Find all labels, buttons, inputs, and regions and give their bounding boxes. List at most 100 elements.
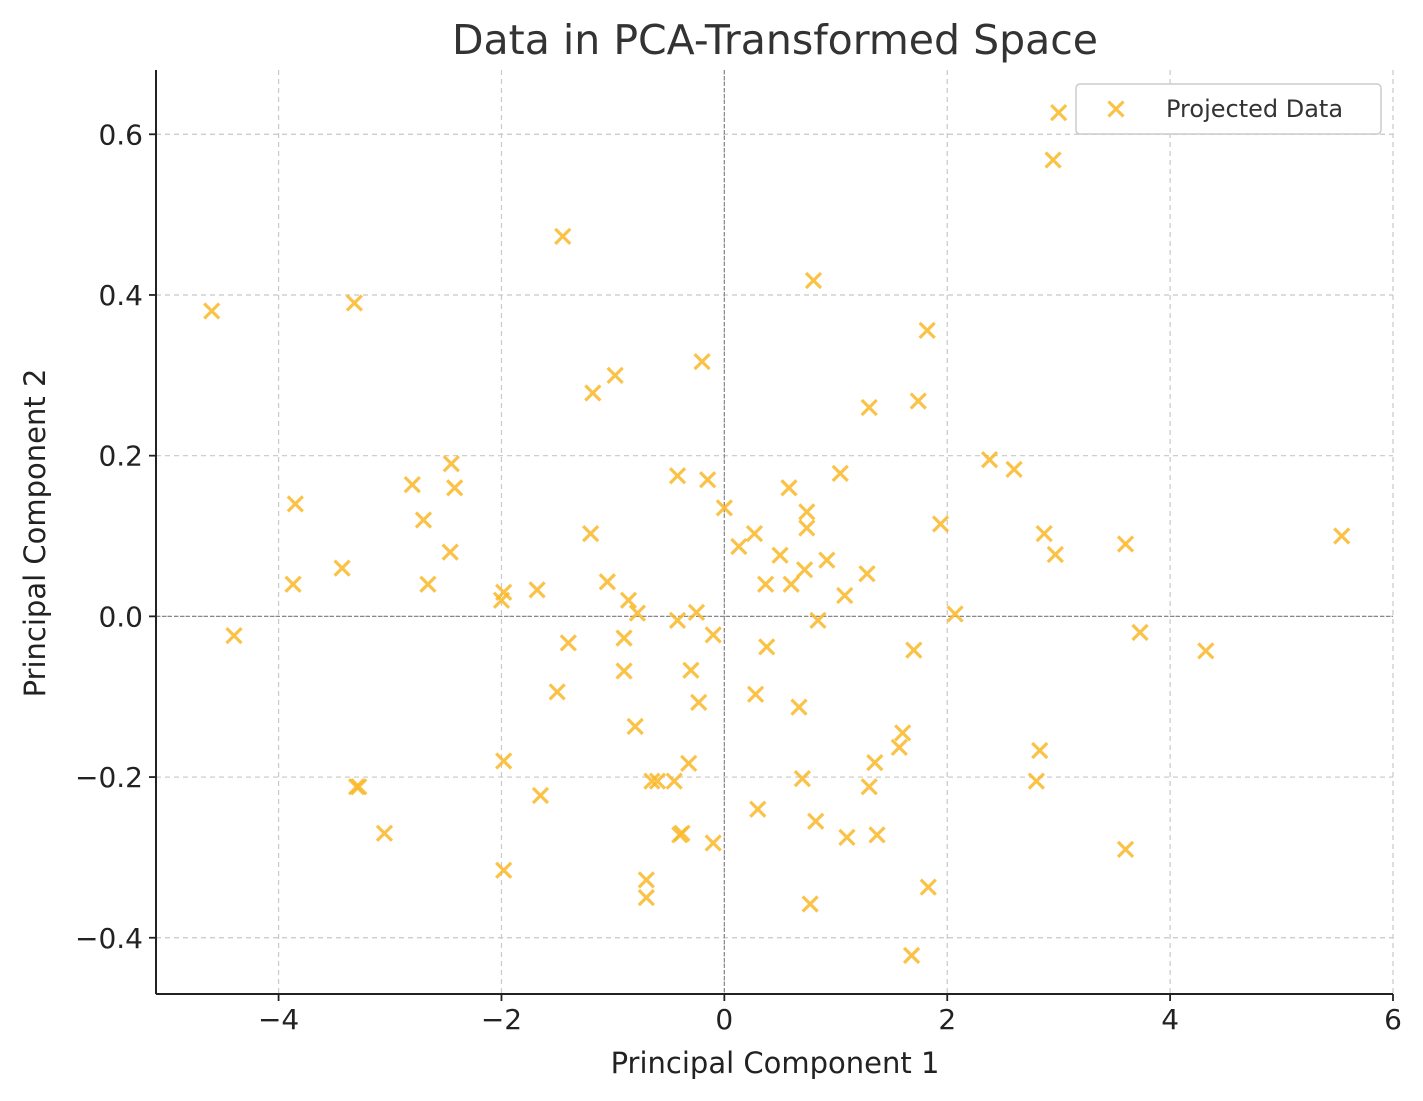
- data-point: [606, 366, 624, 384]
- data-point: [531, 786, 550, 805]
- data-point: [1035, 524, 1053, 543]
- data-point: [818, 551, 836, 569]
- data-point: [836, 586, 854, 605]
- data-point: [831, 464, 849, 482]
- data-point: [333, 559, 351, 577]
- data-point: [284, 575, 302, 593]
- data-point: [203, 302, 221, 320]
- data-point: [495, 752, 513, 770]
- data-point: [693, 353, 711, 371]
- data-point: [1031, 741, 1049, 760]
- data-point: [860, 398, 878, 417]
- x-tick-label: 0: [715, 1003, 733, 1036]
- y-tick-label: 0.6: [98, 118, 143, 151]
- data-point: [749, 800, 767, 818]
- data-point: [414, 511, 433, 529]
- data-point: [350, 778, 368, 796]
- data-point: [1027, 772, 1046, 790]
- data-point: [801, 895, 819, 913]
- data-point: [584, 384, 602, 402]
- x-tick-label: −4: [258, 1003, 299, 1036]
- x-axis-title: Principal Component 1: [611, 1046, 940, 1080]
- data-point: [909, 392, 927, 410]
- zero-lines: [156, 70, 1393, 994]
- data-point: [807, 812, 825, 830]
- data-point: [559, 634, 577, 652]
- data-point: [637, 888, 655, 907]
- data-point: [758, 638, 776, 656]
- data-point: [690, 693, 708, 711]
- y-tick-label: 0.2: [98, 440, 143, 473]
- y-tick-label: 0.0: [98, 600, 143, 633]
- data-point: [780, 479, 798, 497]
- data-point: [790, 698, 808, 716]
- data-point: [680, 754, 698, 773]
- data-point: [619, 591, 638, 609]
- data-point: [446, 479, 464, 497]
- data-point: [931, 515, 950, 533]
- data-point: [528, 581, 546, 599]
- chart-title: Data in PCA-Transformed Space: [452, 16, 1098, 64]
- legend-x-marker: [1107, 100, 1125, 118]
- data-point: [682, 661, 700, 679]
- data-point: [628, 604, 647, 622]
- y-tick-label: −0.2: [75, 761, 143, 794]
- y-tick-label: −0.4: [75, 922, 143, 955]
- data-point: [1044, 151, 1062, 169]
- data-point: [894, 724, 912, 742]
- data-point: [665, 772, 683, 790]
- data-point: [1050, 103, 1068, 122]
- data-point: [745, 524, 764, 543]
- data-point: [715, 499, 733, 517]
- data-point: [756, 575, 775, 593]
- data-point: [798, 503, 816, 521]
- data-point: [946, 605, 964, 623]
- data-point: [1116, 840, 1135, 859]
- data-point: [554, 227, 572, 245]
- data-point: [860, 778, 878, 796]
- data-point: [798, 519, 816, 537]
- legend: Projected Data: [1075, 83, 1382, 135]
- data-point: [980, 451, 999, 469]
- data-point: [905, 641, 923, 659]
- data-point: [403, 475, 421, 494]
- data-point: [890, 738, 908, 756]
- y-axis-title: Principal Component 2: [18, 369, 52, 698]
- data-point: [648, 772, 667, 790]
- data-point: [668, 611, 687, 630]
- data-point: [643, 772, 661, 790]
- data-point: [615, 662, 633, 680]
- data-point: [286, 495, 304, 513]
- data-point: [626, 717, 644, 736]
- data-point: [1116, 535, 1135, 553]
- data-point: [615, 629, 633, 647]
- data-point: [793, 770, 811, 788]
- data-point: [419, 575, 437, 593]
- data-point: [795, 561, 814, 579]
- data-point: [442, 455, 460, 473]
- data-point: [704, 834, 722, 852]
- data-point: [746, 685, 765, 703]
- legend-marker-glyph: [1107, 100, 1125, 118]
- data-points: [203, 103, 1351, 965]
- data-point: [902, 946, 921, 965]
- data-point: [1046, 545, 1064, 564]
- legend-box: [1075, 83, 1382, 135]
- data-point: [668, 467, 687, 485]
- data-point: [699, 471, 717, 489]
- grid: [156, 70, 1394, 994]
- data-point: [730, 537, 748, 556]
- data-point: [868, 826, 886, 844]
- legend-label: Projected Data: [1166, 95, 1343, 123]
- y-tick-label: 0.4: [98, 279, 143, 312]
- data-point: [495, 583, 513, 601]
- data-point: [441, 543, 459, 561]
- data-point: [687, 603, 706, 621]
- data-point: [804, 271, 823, 290]
- data-point: [1005, 460, 1023, 478]
- x-tick-label: 6: [1384, 1003, 1402, 1036]
- data-point: [919, 878, 937, 896]
- data-point: [771, 546, 789, 564]
- data-point: [1131, 623, 1149, 642]
